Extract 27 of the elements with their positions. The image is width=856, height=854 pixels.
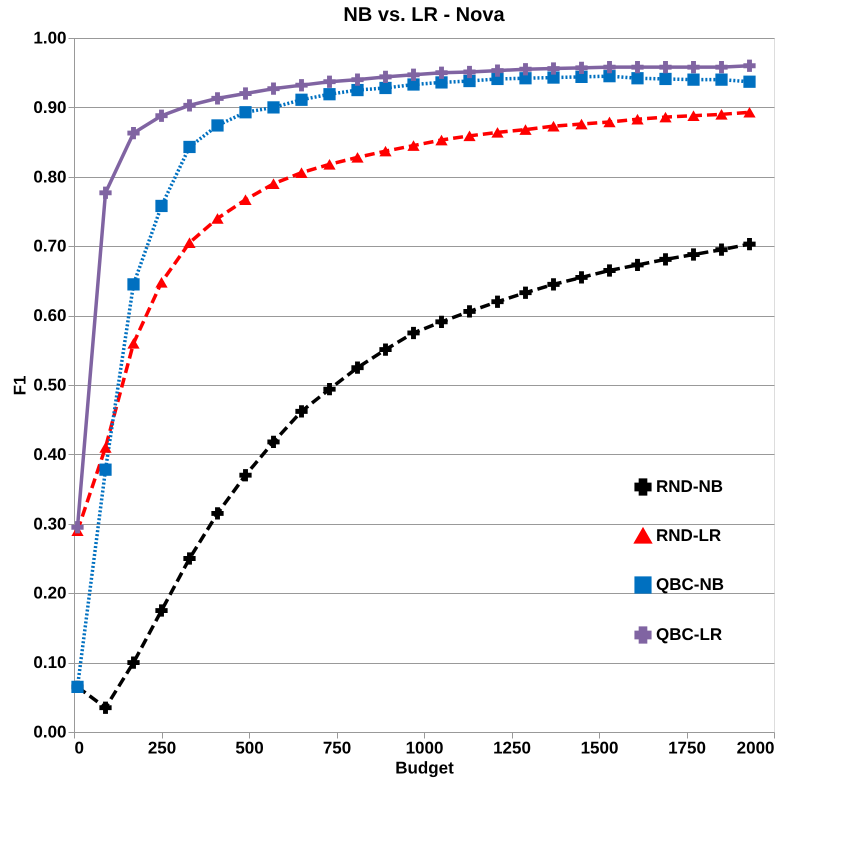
y-tick-label: 0.50 — [33, 376, 66, 394]
y-tick-label: 0.60 — [33, 306, 66, 326]
y-tick-label: 0.20 — [33, 584, 66, 603]
x-tick-label: 1250 — [493, 738, 531, 758]
y-tick-label: 0.10 — [33, 653, 66, 672]
y-tick-label: 0.70 — [33, 236, 66, 256]
x-tick-label: 500 — [235, 738, 264, 758]
x-tick-label: 1000 — [406, 738, 444, 758]
y-axis-title: F1 — [10, 376, 30, 396]
legend-label: QBC-NB — [656, 575, 724, 594]
x-tick-label: 0 — [74, 738, 84, 758]
y-tick-label: 0.30 — [33, 514, 66, 534]
y-tick-label: 0.90 — [33, 98, 66, 117]
x-axis-title: Budget — [395, 758, 454, 778]
x-tick-label: 250 — [148, 738, 176, 758]
legend-label: QBC-LR — [656, 625, 722, 644]
y-tick-label: 1.00 — [33, 28, 66, 48]
legend-label: RND-NB — [656, 477, 724, 496]
legend-label: RND-LR — [656, 526, 722, 545]
y-tick-label: 0.00 — [33, 722, 66, 742]
y-tick-label: 0.80 — [33, 167, 66, 186]
chart-title: NB vs. LR - Nova — [343, 4, 506, 26]
x-tick-label: 1500 — [580, 738, 618, 758]
x-tick-label: 750 — [322, 738, 352, 758]
x-tick-label: 1750 — [668, 738, 706, 758]
x-tick-label: 2000 — [736, 738, 774, 758]
y-tick-label: 0.40 — [33, 444, 66, 464]
